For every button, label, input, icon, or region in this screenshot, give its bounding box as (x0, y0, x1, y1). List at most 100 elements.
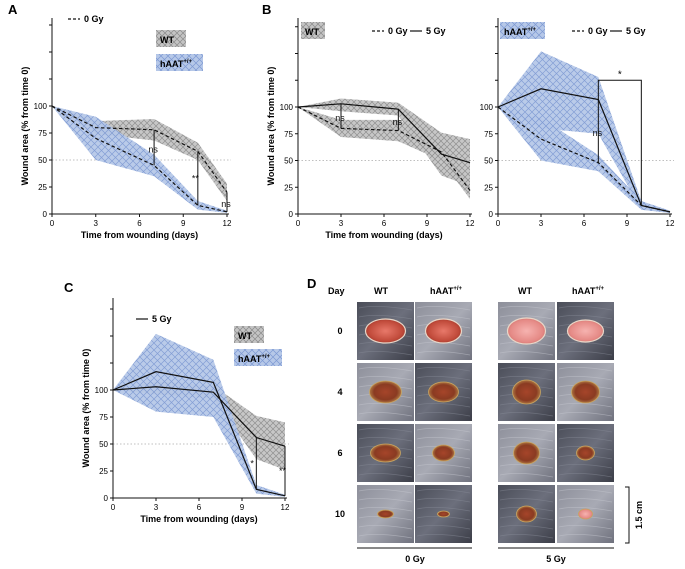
chart-panel-a: 0 25 50 75 100 0 3 6 9 12 Time from wounding (days… (20, 14, 232, 240)
y-axis-label: Wound area (% from time 0) (20, 67, 30, 186)
y-tick-label: 75 (284, 130, 293, 139)
y-tick-label: 0 (104, 494, 109, 503)
legend-label: 5 Gy (426, 26, 446, 36)
panel-label-c: C (64, 280, 74, 295)
x-tick-label: 12 (223, 219, 232, 228)
x-tick-label: 9 (181, 219, 186, 228)
wound-photo (357, 485, 414, 543)
y-tick-label: 50 (38, 156, 47, 165)
legend-group-label: hAAT+/+ (238, 354, 270, 364)
wound-photo (498, 302, 555, 360)
y-tick-label: 0 (489, 210, 494, 219)
series-line-solid (112, 371, 286, 497)
confidence-band-haat (498, 107, 670, 213)
panel-label-a: A (8, 2, 18, 17)
column-header: WT (374, 286, 388, 296)
wound (513, 441, 540, 465)
significance-label: ** (192, 173, 200, 183)
wound (432, 444, 455, 462)
significance-label: ns (593, 128, 603, 138)
confidence-band-haat (52, 106, 227, 213)
fur-streak (499, 473, 554, 478)
legend-swatch-wt (234, 326, 264, 343)
fur-streak (358, 306, 413, 311)
y-tick-label: 50 (99, 440, 108, 449)
fur-streak (358, 525, 413, 530)
wound (512, 379, 541, 405)
row-header: Day (328, 286, 345, 296)
x-tick-label: 6 (137, 219, 142, 228)
x-tick-label: 6 (582, 219, 587, 228)
dose-label: 5 Gy (546, 554, 566, 564)
legend-label: 0 Gy (588, 26, 608, 36)
significance-label: * (250, 458, 254, 468)
legend-group-label: WT (305, 27, 319, 37)
wound-photo (415, 363, 472, 421)
fur-streak (558, 306, 613, 311)
fur-streak (358, 437, 413, 442)
legend-group-label: hAAT+/+ (504, 27, 536, 37)
y-tick-label: 100 (34, 102, 48, 111)
fur-streak (416, 367, 471, 372)
y-tick-label: 0 (289, 210, 294, 219)
y-tick-label: 50 (484, 157, 493, 166)
fur-streak (416, 464, 471, 469)
wound-photo (357, 363, 414, 421)
x-tick-label: 6 (382, 219, 387, 228)
x-tick-label: 0 (496, 219, 501, 228)
fur-streak (358, 498, 413, 503)
wound-photo (415, 302, 472, 360)
x-axis-label: Time from wounding (days) (140, 514, 257, 524)
wound-photo (498, 485, 555, 543)
significance-label: ** (279, 466, 287, 476)
panel-label-b: B (262, 2, 271, 17)
legend-swatch-haat (234, 349, 282, 366)
significance-label: * (618, 69, 622, 80)
fur-streak (558, 315, 613, 320)
fur-streak (558, 376, 613, 381)
significance-label: ns (393, 117, 403, 127)
fur-streak (558, 473, 613, 478)
row-label: 6 (337, 448, 342, 458)
confidence-band-haat (498, 51, 670, 213)
fur-streak (558, 428, 613, 433)
fur-streak (558, 403, 613, 408)
fur-streak (499, 367, 554, 372)
fur-streak (558, 464, 613, 469)
wound-photo (415, 424, 472, 482)
fur-streak (416, 351, 471, 356)
x-tick-label: 3 (154, 503, 159, 512)
y-tick-label: 75 (484, 130, 493, 139)
fur-streak (558, 367, 613, 372)
dose-label: 0 Gy (405, 554, 425, 564)
fur-streak (499, 525, 554, 530)
x-tick-label: 6 (197, 503, 202, 512)
legend-group-label: WT (160, 35, 174, 45)
fur-streak (358, 534, 413, 539)
fur-streak (558, 525, 613, 530)
legend-label: 0 Gy (388, 26, 408, 36)
x-tick-label: 0 (296, 219, 301, 228)
chart-panel-c: 0 25 50 75 100 0 3 6 9 12 Time from wounding (days… (81, 298, 290, 524)
x-tick-label: 0 (111, 503, 116, 512)
fur-streak (558, 534, 613, 539)
y-tick-label: 100 (95, 386, 109, 395)
x-tick-label: 9 (425, 219, 430, 228)
x-tick-label: 12 (666, 219, 675, 228)
column-header: hAAT+/+ (430, 286, 462, 296)
wound (571, 380, 600, 404)
wound (566, 319, 605, 343)
x-tick-label: 3 (339, 219, 344, 228)
fur-streak (416, 489, 471, 494)
wound-photo (557, 485, 614, 543)
photo-panel-d: Day WT hAAT+/+ WT hAAT+/+ 0 4 6 10 0 Gy 5 Gy 1.5 cm (328, 286, 644, 564)
y-tick-label: 25 (484, 183, 493, 192)
fur-streak (416, 498, 471, 503)
series-line-solid (112, 386, 286, 447)
x-axis-label: Time from wounding (days) (81, 230, 198, 240)
fur-streak (358, 428, 413, 433)
x-axis-label: Time from wounding (days) (325, 230, 442, 240)
confidence-band-haat (113, 333, 285, 497)
y-tick-label: 0 (43, 210, 48, 219)
wound (578, 508, 593, 520)
